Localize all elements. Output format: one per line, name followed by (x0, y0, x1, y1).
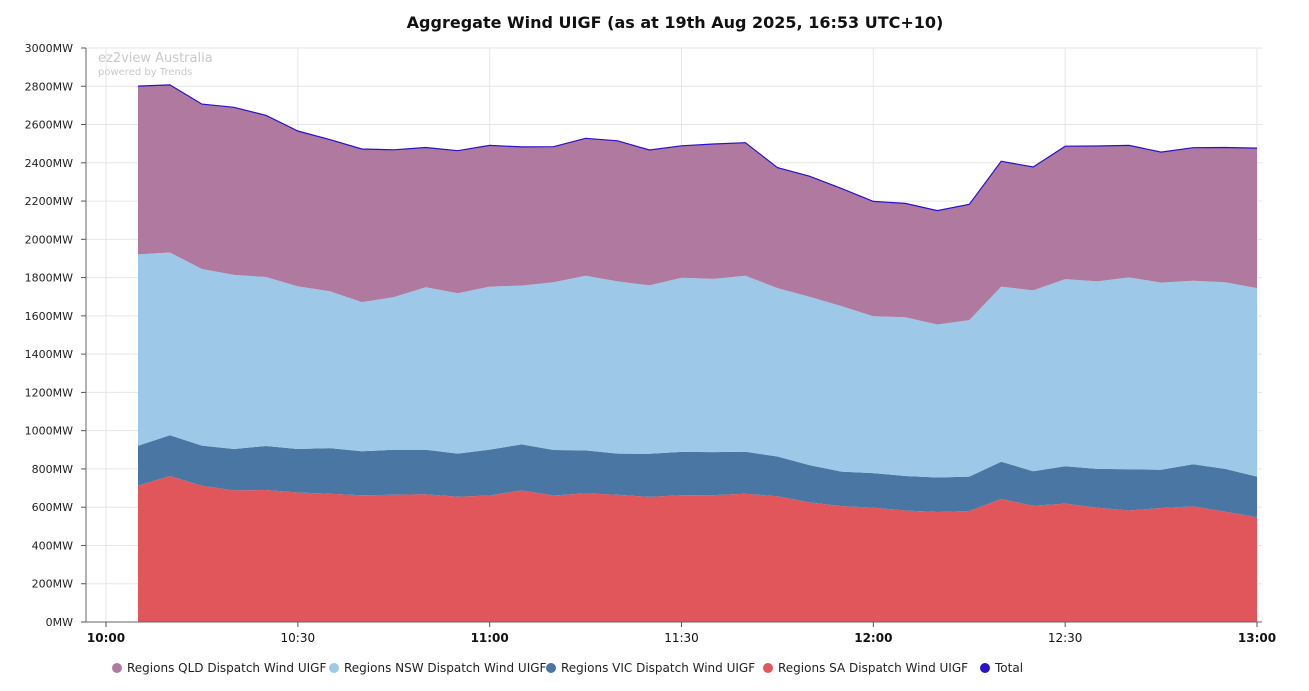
legend-item: Regions NSW Dispatch Wind UIGF (329, 661, 547, 675)
watermark-subtitle: powered by Trends (98, 67, 192, 78)
y-tick-label: 1000MW (25, 425, 73, 438)
legend-label: Regions QLD Dispatch Wind UIGF (127, 661, 326, 675)
legend-label: Regions VIC Dispatch Wind UIGF (561, 661, 755, 675)
chart-title: Aggregate Wind UIGF (as at 19th Aug 2025… (407, 13, 944, 32)
y-tick-label: 400MW (32, 539, 73, 552)
legend-marker (763, 663, 773, 673)
legend-label: Regions NSW Dispatch Wind UIGF (344, 661, 547, 675)
y-tick-label: 2800MW (25, 80, 73, 93)
legend-item: Regions QLD Dispatch Wind UIGF (112, 661, 326, 675)
legend-marker (546, 663, 556, 673)
area-vic (138, 435, 1257, 518)
watermark-title: ez2view Australia (98, 51, 213, 66)
x-tick-label: 10:00 (87, 631, 125, 645)
y-tick-label: 2400MW (25, 157, 73, 170)
y-tick-label: 1200MW (25, 386, 73, 399)
x-tick-label: 11:30 (664, 631, 699, 645)
x-tick-label: 13:00 (1238, 631, 1276, 645)
y-tick-label: 2000MW (25, 233, 73, 246)
y-tick-label: 1800MW (25, 272, 73, 285)
y-tick-label: 1400MW (25, 348, 73, 361)
area-qld (138, 84, 1257, 325)
legend-item: Total (980, 661, 1023, 675)
legend-marker (329, 663, 339, 673)
x-tick-label: 11:00 (471, 631, 509, 645)
y-tick-label: 1600MW (25, 310, 73, 323)
x-tick-label: 12:30 (1048, 631, 1083, 645)
y-tick-label: 800MW (32, 463, 73, 476)
legend-label: Total (994, 661, 1023, 675)
legend-marker (980, 663, 990, 673)
legend-marker (112, 663, 122, 673)
legend-item: Regions VIC Dispatch Wind UIGF (546, 661, 755, 675)
x-tick-label: 10:30 (281, 631, 316, 645)
y-axis-ticks: 0MW 200MW 400MW 600MW 800MW 1000MW 1200MW 1400M… (25, 42, 86, 629)
total-series (137, 84, 1258, 212)
y-tick-label: 200MW (32, 578, 73, 591)
y-tick-label: 2600MW (25, 119, 73, 132)
y-tick-label: 3000MW (25, 42, 73, 55)
stacked-areas (138, 84, 1257, 622)
y-tick-label: 0MW (46, 616, 73, 629)
y-tick-label: 2200MW (25, 195, 73, 208)
legend: Regions QLD Dispatch Wind UIGF Regions NS… (112, 661, 1023, 675)
area-sa (138, 476, 1257, 622)
total-line (137, 84, 1258, 212)
area-nsw (138, 252, 1257, 478)
legend-label: Regions SA Dispatch Wind UIGF (778, 661, 968, 675)
axes (85, 48, 1262, 623)
y-tick-label: 600MW (32, 501, 73, 514)
x-axis-ticks: 10:00 10:30 11:00 11:30 12:00 12:30 13:00 (87, 622, 1276, 645)
x-tick-label: 12:00 (854, 631, 892, 645)
legend-item: Regions SA Dispatch Wind UIGF (763, 661, 968, 675)
